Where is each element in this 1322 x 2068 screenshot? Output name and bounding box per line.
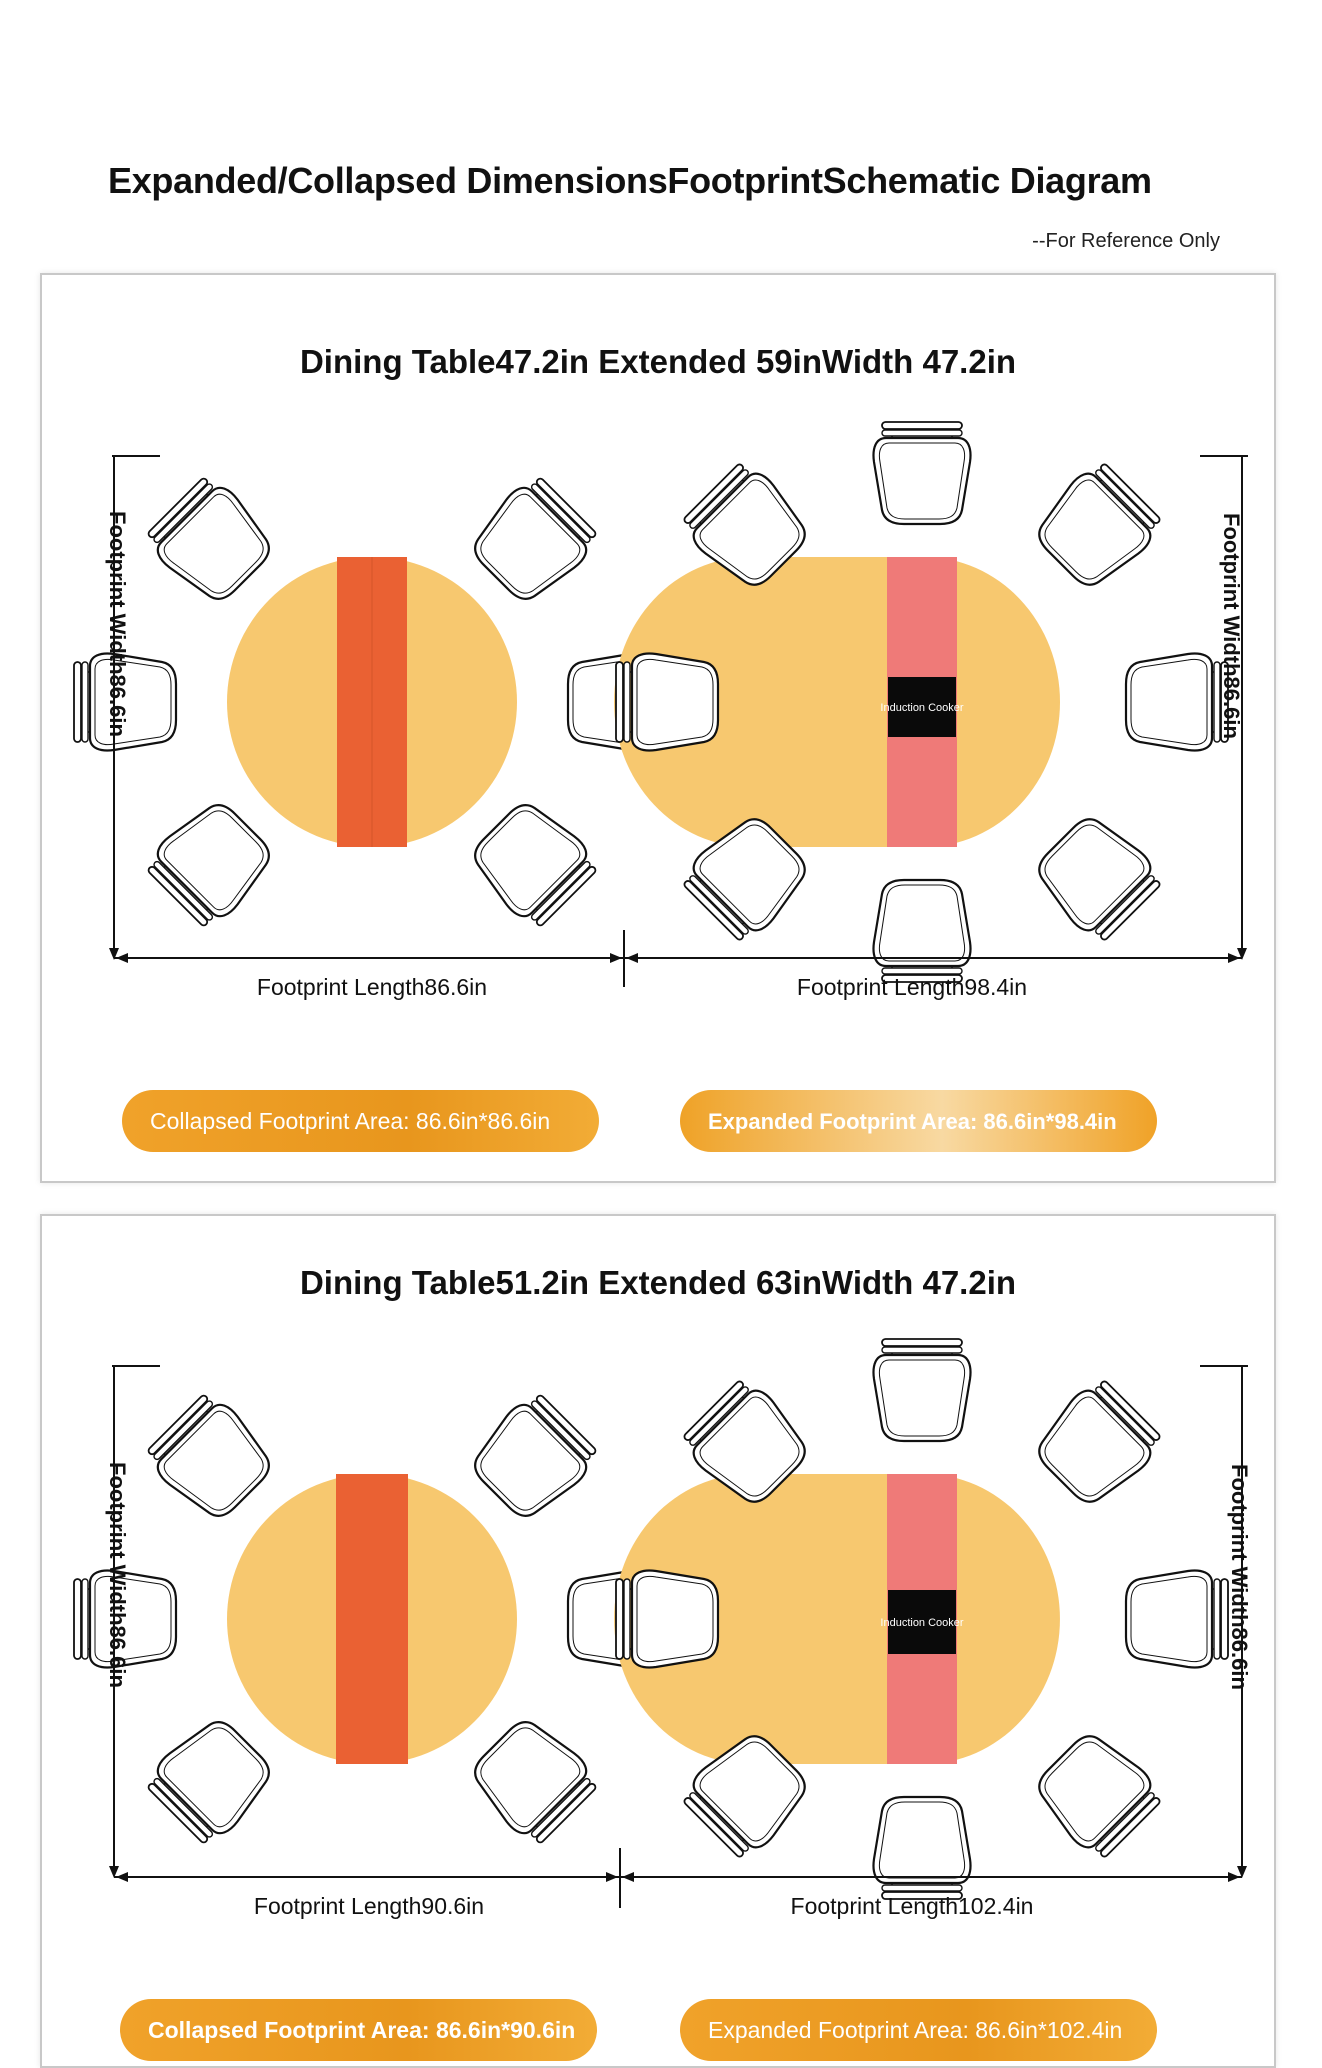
collapsed-length-label: Footprint Length90.6in (254, 1893, 484, 1919)
induction-cooker (888, 1590, 956, 1654)
induction-cooker-label: Induction Cooker (880, 1617, 963, 1629)
collapsed-table-group (72, 470, 672, 934)
chair-icon (1025, 455, 1169, 599)
chair-icon (872, 878, 972, 984)
collapsed-length-label: Footprint Length86.6in (257, 974, 487, 1000)
chair-icon (1124, 652, 1230, 752)
footprint-diagram: Induction Cooker Footpri (72, 420, 1248, 1000)
expanded-length-label: Footprint Length102.4in (791, 1893, 1034, 1919)
expanded-length-label: Footprint Length98.4in (797, 974, 1027, 1000)
chair-icon (1025, 1722, 1169, 1866)
right-width-label: Footprint Width86.6in (1227, 1464, 1252, 1690)
induction-cooker (888, 677, 956, 737)
collapsed-area-badge: Collapsed Footprint Area: 86.6in*90.6in (120, 1999, 597, 2061)
expanded-table-group: Induction Cooker (614, 420, 1230, 984)
chair-icon (614, 652, 720, 752)
diagram-panel-2: Dining Table51.2in Extended 63inWidth 47… (40, 1214, 1276, 2068)
induction-cooker-label: Induction Cooker (880, 702, 963, 714)
collapsed-table-group (72, 1387, 672, 1851)
chair-icon (1025, 805, 1169, 949)
chair-icon (1124, 1569, 1230, 1669)
expanded-table-group: Induction Cooker (614, 1337, 1230, 1901)
expanded-area-badge: Expanded Footprint Area: 86.6in*98.4in (680, 1090, 1157, 1152)
chair-icon (1025, 1372, 1169, 1516)
panel-title: Dining Table51.2in Extended 63inWidth 47… (299, 1264, 1017, 1301)
chair-icon (461, 1708, 604, 1851)
chair-icon (614, 1569, 720, 1669)
collapsed-area-badge: Collapsed Footprint Area: 86.6in*86.6in (122, 1090, 599, 1152)
chair-icon (461, 791, 604, 934)
chair-icon (140, 1708, 283, 1851)
collapsed-center-leaf (336, 1474, 408, 1764)
panel-title: Dining Table47.2in Extended 59inWidth 47… (299, 343, 1017, 380)
reference-note: --For Reference Only (1032, 230, 1220, 252)
page-title: Expanded/Collapsed DimensionsFootprintSc… (108, 160, 1152, 201)
dimension-lines (112, 1365, 1248, 1908)
chair-icon (140, 1387, 283, 1530)
chair-icon (872, 1337, 972, 1443)
diagram-panel-1: Dining Table47.2in Extended 59inWidth 47… (40, 273, 1276, 1183)
dimension-lines (112, 455, 1248, 987)
right-width-label: Footprint Width86.6in (1219, 513, 1244, 739)
chair-icon (872, 420, 972, 526)
chair-icon (140, 791, 283, 934)
chair-icon (461, 1387, 604, 1530)
left-width-label: Footprint Width86.6in (105, 1462, 130, 1688)
expanded-area-badge: Expanded Footprint Area: 86.6in*102.4in (680, 1999, 1157, 2061)
chair-icon (872, 1795, 972, 1901)
left-width-label: Footprint Width86.6in (105, 511, 130, 737)
chair-icon (461, 470, 604, 613)
footprint-diagram: Induction Cooker Footpri (72, 1337, 1252, 1919)
chair-icon (140, 470, 283, 613)
